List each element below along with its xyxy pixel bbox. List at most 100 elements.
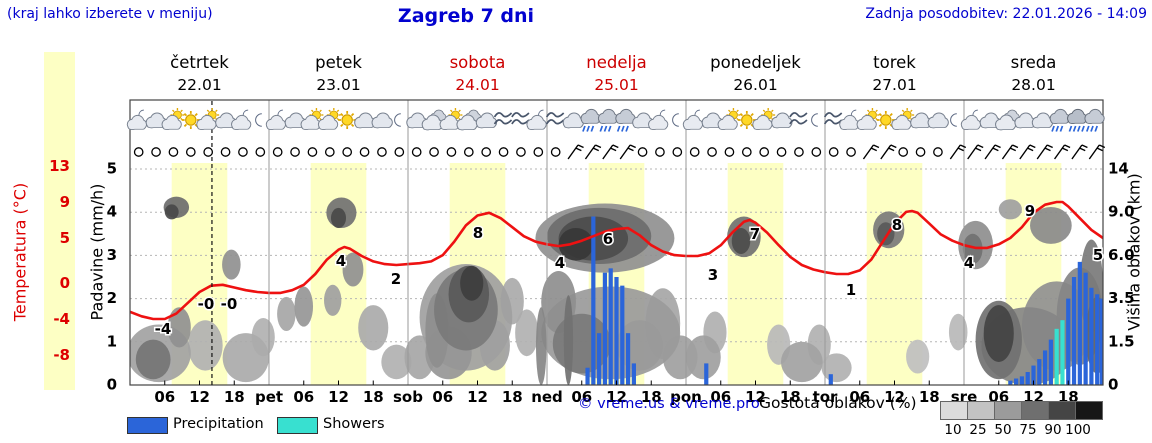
overcast-icon: [995, 109, 1020, 131]
precipitation-axis-label: Padavine (mm/h): [87, 183, 107, 321]
svg-text:12: 12: [606, 388, 627, 406]
calm-wind-icon: [533, 147, 544, 157]
temperature-value-label: 8: [892, 216, 902, 234]
day-name: petek: [315, 53, 362, 72]
temperature-value-label: 6: [603, 230, 613, 248]
precipitation-bars: [585, 216, 1103, 385]
calm-wind-icon: [446, 147, 457, 157]
svg-text:0: 0: [107, 376, 117, 394]
clear-night-icon: [255, 113, 262, 127]
day-date: 23.01: [316, 76, 360, 94]
svg-text:18: 18: [780, 388, 801, 406]
wind-barb-icon: [602, 144, 619, 160]
temperature-axis-strip: [44, 52, 75, 390]
svg-text:0: 0: [60, 274, 70, 292]
heavy-rain-icon: [1067, 108, 1088, 132]
calm-wind-icon: [828, 147, 839, 157]
partly-cloudy-night-icon: [960, 109, 982, 131]
svg-text:pet: pet: [255, 388, 283, 406]
temperature-value-label: -0: [198, 295, 215, 313]
precipitation-swatch: [127, 417, 168, 434]
wind-barb-icon: [984, 144, 1001, 160]
cloudy-icon: [927, 112, 949, 129]
density-swatch: [940, 401, 968, 420]
density-swatch: [1048, 401, 1076, 420]
precipitation-tick-labels: 5 4 3 2 1 0: [107, 160, 117, 394]
partly-cloudy-night-icon: [265, 109, 287, 131]
wind-barb-icon: [584, 144, 602, 160]
clear-night-icon: [811, 113, 818, 127]
svg-text:12: 12: [467, 388, 488, 406]
cloudy-icon: [145, 112, 167, 129]
cloud-density-scale: 10 25 50 75 90 100: [940, 401, 1103, 438]
sunny-icon: [876, 110, 895, 130]
svg-text:3.5: 3.5: [1108, 289, 1135, 307]
svg-text:18: 18: [919, 388, 940, 406]
calm-wind-icon: [498, 147, 509, 157]
day-date: 26.01: [733, 76, 777, 94]
day-date: 27.01: [872, 76, 916, 94]
temperature-value-label: 1: [846, 281, 856, 299]
svg-text:18: 18: [502, 388, 523, 406]
clear-night-icon: [394, 113, 401, 127]
calm-wind-icon: [550, 147, 561, 157]
calm-wind-icon: [933, 147, 943, 157]
svg-text:06: 06: [154, 388, 175, 406]
calm-wind-icon: [151, 147, 161, 157]
last-update-label: Zadnja posodobitev: 22.01.2026 - 14:09: [865, 6, 1147, 22]
partly-sunny-icon: [161, 108, 185, 131]
svg-text:ned: ned: [531, 388, 563, 406]
calm-wind-icon: [359, 147, 370, 157]
partly-sunny-icon: [300, 108, 324, 131]
clear-night-icon: [672, 113, 679, 127]
svg-text:06: 06: [293, 388, 314, 406]
day-name: sobota: [450, 53, 506, 72]
wind-barb-icon: [619, 144, 636, 160]
windy-icon: [789, 112, 808, 125]
cloudy-icon: [371, 112, 393, 129]
rain-icon: [615, 108, 636, 132]
temperature-value-label: 2: [391, 270, 401, 288]
partly-sunny-icon: [196, 108, 220, 131]
temperature-value-label: 9: [1025, 202, 1035, 220]
svg-text:3: 3: [107, 246, 117, 264]
density-swatch: [1075, 401, 1103, 420]
menu-hint: (kraj lahko izberete v meniju): [7, 6, 213, 22]
credit-link[interactable]: © vreme.us & vreme.pro: [578, 396, 760, 412]
partly-sunny-icon: [891, 108, 915, 131]
calm-wind-icon: [133, 147, 144, 157]
svg-text:5: 5: [60, 229, 70, 247]
partly-cloudy-night-icon: [126, 109, 148, 131]
svg-text:13: 13: [49, 157, 70, 175]
density-swatch: [994, 401, 1022, 420]
partly-sunny-icon: [317, 108, 341, 131]
temperature-value-label: 4: [336, 252, 346, 270]
svg-text:9.0: 9.0: [1108, 203, 1135, 221]
windy-icon: [545, 112, 565, 125]
wind-barb-icon: [1071, 144, 1088, 160]
calm-wind-icon: [759, 147, 770, 157]
showers-swatch: [277, 417, 318, 434]
partly-cloudy-night-icon: [648, 109, 669, 131]
sunny-icon: [338, 110, 357, 130]
calm-wind-icon: [255, 147, 266, 157]
cloudy-icon: [910, 112, 932, 129]
density-swatch: [967, 401, 995, 420]
wind-barb-icon: [1019, 144, 1036, 160]
day-name: četrtek: [170, 53, 229, 72]
temperature-value-label: 7: [750, 225, 760, 243]
rain-icon: [580, 108, 601, 132]
temperature-value-label: 4: [964, 254, 974, 272]
svg-text:14: 14: [1108, 160, 1129, 178]
temperature-point-labels: -4 -0 -0 4 2 8 4 6 3 7 1 8 4 9 5: [153, 201, 1105, 340]
rain-icon: [597, 108, 619, 132]
wind-barb-icon: [949, 144, 967, 160]
overcast-icon: [421, 109, 447, 131]
density-value-label: 25: [969, 422, 987, 438]
calm-wind-icon: [238, 147, 248, 157]
cloud-height-tick-labels: 14 9.0 6.0 3.5 1.5 0: [1108, 160, 1135, 394]
svg-text:pon: pon: [670, 388, 702, 406]
temperature-value-label: 4: [555, 254, 565, 272]
svg-text:tor: tor: [813, 388, 838, 406]
